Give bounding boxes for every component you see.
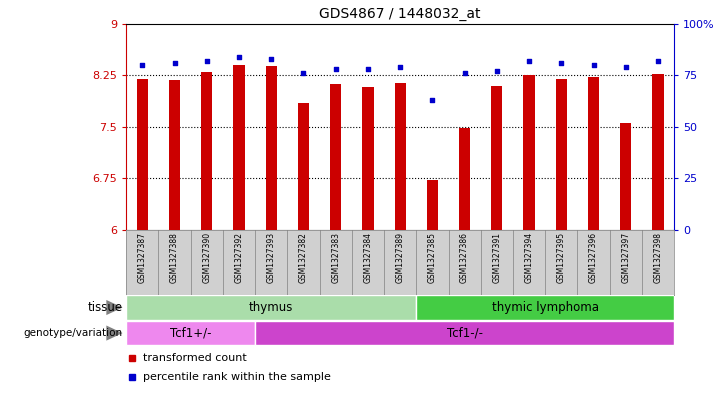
Bar <box>588 77 599 230</box>
Bar <box>234 65 244 230</box>
Text: GSM1327398: GSM1327398 <box>653 232 663 283</box>
Text: thymus: thymus <box>249 301 293 314</box>
Text: GSM1327391: GSM1327391 <box>492 232 501 283</box>
Bar <box>491 86 503 230</box>
Point <box>459 70 470 76</box>
Point <box>265 55 277 62</box>
Point <box>588 62 599 68</box>
Text: transformed count: transformed count <box>143 353 247 363</box>
Text: GSM1327387: GSM1327387 <box>138 232 147 283</box>
Bar <box>427 180 438 230</box>
Text: thymic lymphoma: thymic lymphoma <box>492 301 598 314</box>
Bar <box>298 103 309 230</box>
Text: GSM1327388: GSM1327388 <box>170 232 179 283</box>
Bar <box>169 80 180 230</box>
Text: tissue: tissue <box>87 301 123 314</box>
Bar <box>137 79 148 230</box>
Point <box>620 64 632 70</box>
Bar <box>362 87 373 230</box>
Point <box>523 58 535 64</box>
Text: GSM1327393: GSM1327393 <box>267 232 275 283</box>
Bar <box>330 84 341 230</box>
Bar <box>126 321 255 345</box>
Bar <box>265 66 277 230</box>
Point <box>169 60 180 66</box>
Text: GSM1327382: GSM1327382 <box>299 232 308 283</box>
Point <box>330 66 342 72</box>
Point <box>653 58 664 64</box>
Text: genotype/variation: genotype/variation <box>24 328 123 338</box>
Text: GSM1327383: GSM1327383 <box>331 232 340 283</box>
Point <box>362 66 373 72</box>
Text: GSM1327386: GSM1327386 <box>460 232 469 283</box>
Text: GSM1327389: GSM1327389 <box>396 232 404 283</box>
Text: GSM1327397: GSM1327397 <box>622 232 630 283</box>
Bar <box>255 321 674 345</box>
Point <box>491 68 503 74</box>
Title: GDS4867 / 1448032_at: GDS4867 / 1448032_at <box>319 7 481 21</box>
Polygon shape <box>107 300 123 315</box>
Text: GSM1327384: GSM1327384 <box>363 232 373 283</box>
Text: GSM1327395: GSM1327395 <box>557 232 566 283</box>
Point <box>298 70 309 76</box>
Text: GSM1327385: GSM1327385 <box>428 232 437 283</box>
Point <box>136 62 148 68</box>
Polygon shape <box>107 325 123 341</box>
Bar <box>523 75 535 230</box>
Bar <box>653 75 663 230</box>
Text: GSM1327390: GSM1327390 <box>203 232 211 283</box>
Text: percentile rank within the sample: percentile rank within the sample <box>143 372 330 382</box>
Bar <box>394 83 406 230</box>
Bar <box>416 295 674 320</box>
Point <box>201 58 213 64</box>
Point <box>394 64 406 70</box>
Bar <box>556 79 567 230</box>
Bar <box>126 295 416 320</box>
Text: GSM1327392: GSM1327392 <box>234 232 244 283</box>
Point <box>233 53 244 60</box>
Text: Tcf1+/-: Tcf1+/- <box>170 327 211 340</box>
Bar <box>620 123 632 230</box>
Text: Tcf1-/-: Tcf1-/- <box>446 327 482 340</box>
Text: GSM1327394: GSM1327394 <box>525 232 534 283</box>
Bar <box>201 72 213 230</box>
Point <box>427 97 438 103</box>
Bar <box>459 128 470 230</box>
Text: GSM1327396: GSM1327396 <box>589 232 598 283</box>
Point <box>556 60 567 66</box>
